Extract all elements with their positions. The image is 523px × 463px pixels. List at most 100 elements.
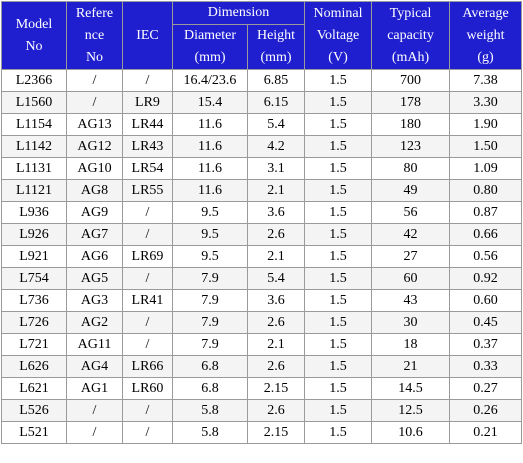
reference-cell: / bbox=[66, 421, 123, 444]
height-cell: 6.15 bbox=[246, 91, 306, 114]
height-cell: 2.6 bbox=[246, 399, 306, 422]
voltage-header-line3: (V) bbox=[328, 49, 348, 65]
diameter-cell: 15.4 bbox=[172, 91, 248, 114]
header-row-2: Diameter (mm) Height (mm) bbox=[2, 24, 522, 70]
capacity-cell: 49 bbox=[371, 179, 451, 202]
capacity-cell: 60 bbox=[371, 267, 451, 290]
model-cell: L526 bbox=[1, 399, 67, 422]
diameter-cell: 6.8 bbox=[172, 355, 248, 378]
height-cell: 3.6 bbox=[246, 201, 306, 224]
height-cell: 2.6 bbox=[246, 223, 306, 246]
reference-no-header: Refere nce No bbox=[66, 1, 123, 70]
model-cell: L726 bbox=[1, 311, 67, 334]
weight-cell: 1.09 bbox=[449, 157, 523, 180]
iec-cell: LR66 bbox=[122, 355, 173, 378]
weight-cell: 0.27 bbox=[449, 377, 523, 400]
model-cell: L1560 bbox=[1, 91, 67, 114]
height-cell: 2.15 bbox=[246, 377, 306, 400]
diameter-cell: 11.6 bbox=[172, 157, 248, 180]
table-row: L1121 AG8 LR55 11.6 2.1 1.5 49 0.80 bbox=[1, 179, 523, 202]
capacity-cell: 700 bbox=[371, 69, 451, 92]
weight-cell: 0.87 bbox=[449, 201, 523, 224]
voltage-cell: 1.5 bbox=[304, 113, 373, 136]
diameter-cell: 9.5 bbox=[172, 223, 248, 246]
iec-header: IEC bbox=[122, 1, 173, 70]
capacity-cell: 27 bbox=[371, 245, 451, 268]
reference-cell: AG9 bbox=[66, 201, 123, 224]
height-cell: 2.1 bbox=[246, 333, 306, 356]
iec-cell: / bbox=[122, 223, 173, 246]
capacity-cell: 180 bbox=[371, 113, 451, 136]
voltage-cell: 1.5 bbox=[304, 179, 373, 202]
height-cell: 2.1 bbox=[246, 179, 306, 202]
model-header-line1: Model bbox=[15, 16, 53, 32]
diameter-cell: 5.8 bbox=[172, 399, 248, 422]
weight-cell: 1.50 bbox=[449, 135, 523, 158]
diameter-header-line1: Diameter bbox=[183, 28, 237, 43]
reference-cell: AG10 bbox=[66, 157, 123, 180]
model-cell: L626 bbox=[1, 355, 67, 378]
model-cell: L2366 bbox=[1, 69, 67, 92]
reference-cell: / bbox=[66, 69, 123, 92]
voltage-cell: 1.5 bbox=[304, 157, 373, 180]
model-cell: L521 bbox=[1, 421, 67, 444]
capacity-cell: 123 bbox=[371, 135, 451, 158]
diameter-cell: 7.9 bbox=[172, 289, 248, 312]
capacity-header-line2: capacity bbox=[387, 27, 434, 43]
height-cell: 5.4 bbox=[246, 267, 306, 290]
diameter-cell: 7.9 bbox=[172, 333, 248, 356]
reference-header-line2: nce bbox=[84, 27, 105, 43]
capacity-cell: 56 bbox=[371, 201, 451, 224]
reference-cell: AG5 bbox=[66, 267, 123, 290]
weight-cell: 0.26 bbox=[449, 399, 523, 422]
reference-cell: / bbox=[66, 399, 123, 422]
diameter-cell: 6.8 bbox=[172, 377, 248, 400]
weight-cell: 3.30 bbox=[449, 91, 523, 114]
capacity-header-line1: Typical bbox=[389, 5, 432, 21]
voltage-cell: 1.5 bbox=[304, 289, 373, 312]
model-cell: L926 bbox=[1, 223, 67, 246]
voltage-cell: 1.5 bbox=[304, 91, 373, 114]
weight-cell: 0.21 bbox=[449, 421, 523, 444]
iec-cell: LR41 bbox=[122, 289, 173, 312]
voltage-cell: 1.5 bbox=[304, 421, 373, 444]
model-cell: L621 bbox=[1, 377, 67, 400]
table-body: L2366//16.4/23.6 6.85 1.5 700 7.38 L1560/LR9 1… bbox=[1, 69, 523, 444]
capacity-header-line3: (mAh) bbox=[391, 49, 430, 65]
voltage-cell: 1.5 bbox=[304, 201, 373, 224]
header-row-1: Model No Refere nce No IEC Dimension Nom… bbox=[1, 1, 523, 70]
reference-cell: AG3 bbox=[66, 289, 123, 312]
reference-cell: AG6 bbox=[66, 245, 123, 268]
iec-cell: LR55 bbox=[122, 179, 173, 202]
reference-cell: AG8 bbox=[66, 179, 123, 202]
diameter-cell: 9.5 bbox=[172, 245, 248, 268]
height-cell: 2.6 bbox=[246, 355, 306, 378]
capacity-cell: 18 bbox=[371, 333, 451, 356]
model-cell: L736 bbox=[1, 289, 67, 312]
reference-cell: / bbox=[66, 91, 123, 114]
height-cell: 3.6 bbox=[246, 289, 306, 312]
weight-cell: 0.66 bbox=[449, 223, 523, 246]
table-row: L626 AG4 LR66 6.8 2.6 1.5 21 0.33 bbox=[1, 355, 523, 378]
table-row: L521//5.8 2.15 1.5 10.6 0.21 bbox=[1, 421, 523, 444]
model-cell: L721 bbox=[1, 333, 67, 356]
iec-cell: / bbox=[122, 201, 173, 224]
table-row: L1154 AG13 LR44 11.6 5.4 1.5 180 1.90 bbox=[1, 113, 523, 136]
weight-cell: 0.56 bbox=[449, 245, 523, 268]
diameter-cell: 11.6 bbox=[172, 179, 248, 202]
table-row: L936 AG9/9.5 3.6 1.5 56 0.87 bbox=[1, 201, 523, 224]
voltage-cell: 1.5 bbox=[304, 223, 373, 246]
height-cell: 2.1 bbox=[246, 245, 306, 268]
weight-header-line1: Average bbox=[462, 5, 509, 21]
table-row: L1131 AG10 LR54 11.6 3.1 1.5 80 1.09 bbox=[1, 157, 523, 180]
weight-cell: 0.92 bbox=[449, 267, 523, 290]
weight-cell: 7.38 bbox=[449, 69, 523, 92]
iec-cell: / bbox=[122, 333, 173, 356]
iec-cell: LR54 bbox=[122, 157, 173, 180]
voltage-cell: 1.5 bbox=[304, 245, 373, 268]
height-header-line2: (mm) bbox=[260, 50, 292, 65]
model-cell: L1121 bbox=[1, 179, 67, 202]
dimension-header: Dimension bbox=[171, 1, 306, 25]
capacity-cell: 10.6 bbox=[371, 421, 451, 444]
reference-header-line3: No bbox=[85, 49, 104, 65]
